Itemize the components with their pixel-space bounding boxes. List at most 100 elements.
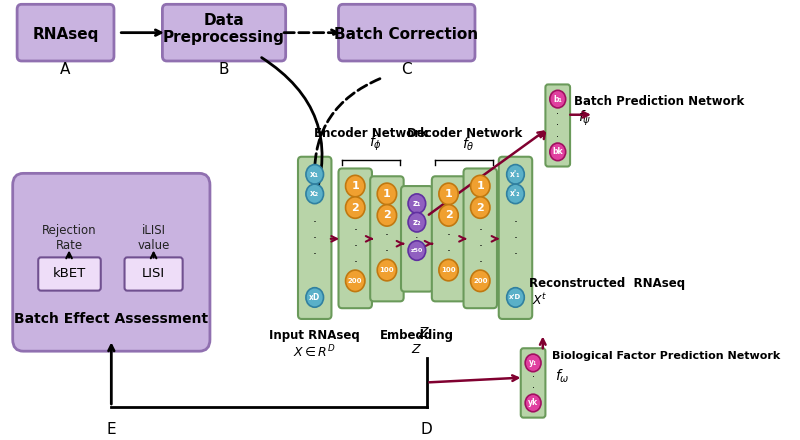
Circle shape: [346, 175, 365, 197]
Circle shape: [506, 288, 524, 307]
FancyBboxPatch shape: [370, 176, 404, 301]
Text: Batch Effect Assessment: Batch Effect Assessment: [14, 312, 208, 326]
Text: yk: yk: [528, 399, 538, 407]
Text: bk: bk: [553, 147, 563, 156]
Text: x'₂: x'₂: [510, 189, 521, 198]
Text: ·
·
·: · · ·: [313, 216, 317, 261]
Text: 1: 1: [445, 189, 453, 199]
Circle shape: [439, 259, 458, 281]
Text: Z: Z: [418, 326, 428, 341]
Circle shape: [506, 184, 524, 204]
Text: ·
·: · ·: [531, 372, 534, 393]
Text: 2: 2: [476, 202, 484, 213]
Text: x₂: x₂: [310, 189, 319, 198]
Text: ·
·
·: · · ·: [385, 229, 389, 274]
Text: C: C: [401, 62, 412, 77]
FancyBboxPatch shape: [338, 4, 475, 61]
Text: xD: xD: [309, 293, 320, 302]
FancyBboxPatch shape: [162, 4, 286, 61]
FancyBboxPatch shape: [463, 169, 497, 308]
Text: 2: 2: [351, 202, 359, 213]
Text: Biological Factor Prediction Network: Biological Factor Prediction Network: [551, 351, 780, 361]
Text: 200: 200: [473, 278, 487, 284]
Text: x₁: x₁: [310, 170, 319, 179]
Circle shape: [408, 241, 426, 260]
Circle shape: [525, 354, 541, 372]
FancyBboxPatch shape: [546, 84, 570, 166]
Circle shape: [470, 175, 490, 197]
Text: $Z$: $Z$: [411, 343, 422, 356]
Text: LISI: LISI: [142, 268, 165, 280]
Circle shape: [378, 259, 397, 281]
Circle shape: [470, 270, 490, 292]
Text: iLISI
value: iLISI value: [138, 224, 170, 252]
Circle shape: [346, 197, 365, 218]
Text: Input RNAseq: Input RNAseq: [270, 329, 360, 342]
Circle shape: [550, 143, 566, 161]
Text: z₁: z₁: [413, 199, 421, 208]
Text: 2: 2: [445, 210, 453, 220]
Text: ·
·
·: · · ·: [514, 216, 518, 261]
Text: 1: 1: [351, 181, 359, 191]
Text: B: B: [218, 62, 230, 77]
Circle shape: [408, 213, 426, 232]
Text: $f_{\psi}$: $f_{\psi}$: [578, 109, 591, 128]
Text: Batch Correction: Batch Correction: [334, 27, 478, 42]
Text: D: D: [421, 422, 433, 436]
Text: z50: z50: [410, 248, 423, 253]
Text: Decoder Network: Decoder Network: [406, 127, 522, 140]
Text: E: E: [106, 422, 116, 436]
Circle shape: [306, 288, 323, 307]
FancyBboxPatch shape: [338, 169, 372, 308]
Text: $f_{\omega}$: $f_{\omega}$: [555, 368, 570, 385]
Text: Encoder Network: Encoder Network: [314, 127, 428, 140]
Text: x'D: x'D: [510, 294, 522, 301]
Text: 100: 100: [442, 267, 456, 273]
Text: ·
·: · ·: [415, 234, 418, 256]
Circle shape: [408, 194, 426, 213]
FancyBboxPatch shape: [38, 257, 101, 290]
Circle shape: [306, 165, 323, 184]
Text: ·
·
·: · · ·: [556, 109, 559, 142]
Text: ·
·
·: · · ·: [354, 224, 358, 269]
Text: 1: 1: [476, 181, 484, 191]
Text: $X \in R^D$: $X \in R^D$: [294, 343, 336, 360]
Text: Batch Prediction Network: Batch Prediction Network: [574, 95, 745, 107]
Circle shape: [439, 183, 458, 205]
Text: A: A: [60, 62, 70, 77]
Text: $X^t$: $X^t$: [532, 293, 548, 308]
FancyBboxPatch shape: [521, 348, 546, 418]
Text: Rejection
Rate: Rejection Rate: [42, 224, 96, 252]
Circle shape: [306, 184, 323, 204]
Text: 200: 200: [348, 278, 362, 284]
Circle shape: [506, 165, 524, 184]
FancyBboxPatch shape: [432, 176, 466, 301]
Text: $f_{\theta}$: $f_{\theta}$: [462, 136, 475, 153]
Text: Embedding: Embedding: [380, 329, 454, 342]
Circle shape: [550, 90, 566, 108]
Circle shape: [470, 197, 490, 218]
FancyBboxPatch shape: [13, 173, 210, 351]
Circle shape: [439, 205, 458, 226]
Circle shape: [346, 270, 365, 292]
Circle shape: [378, 183, 397, 205]
Text: ·
·
·: · · ·: [446, 229, 450, 274]
Text: ·
·
·: · · ·: [478, 224, 482, 269]
Circle shape: [378, 205, 397, 226]
Text: $f_{\phi}$: $f_{\phi}$: [369, 133, 382, 153]
FancyBboxPatch shape: [298, 157, 331, 319]
Text: z₂: z₂: [413, 218, 421, 227]
Text: 2: 2: [383, 210, 390, 220]
Text: b₁: b₁: [554, 95, 562, 103]
Text: 100: 100: [380, 267, 394, 273]
FancyBboxPatch shape: [401, 186, 433, 292]
Text: y₁: y₁: [529, 359, 538, 367]
FancyBboxPatch shape: [17, 4, 114, 61]
Text: kBET: kBET: [53, 268, 86, 280]
Circle shape: [525, 394, 541, 412]
Text: 1: 1: [383, 189, 390, 199]
Text: Reconstructed  RNAseq: Reconstructed RNAseq: [529, 277, 685, 290]
Text: x'₁: x'₁: [510, 170, 521, 179]
FancyBboxPatch shape: [498, 157, 532, 319]
FancyBboxPatch shape: [125, 257, 182, 290]
